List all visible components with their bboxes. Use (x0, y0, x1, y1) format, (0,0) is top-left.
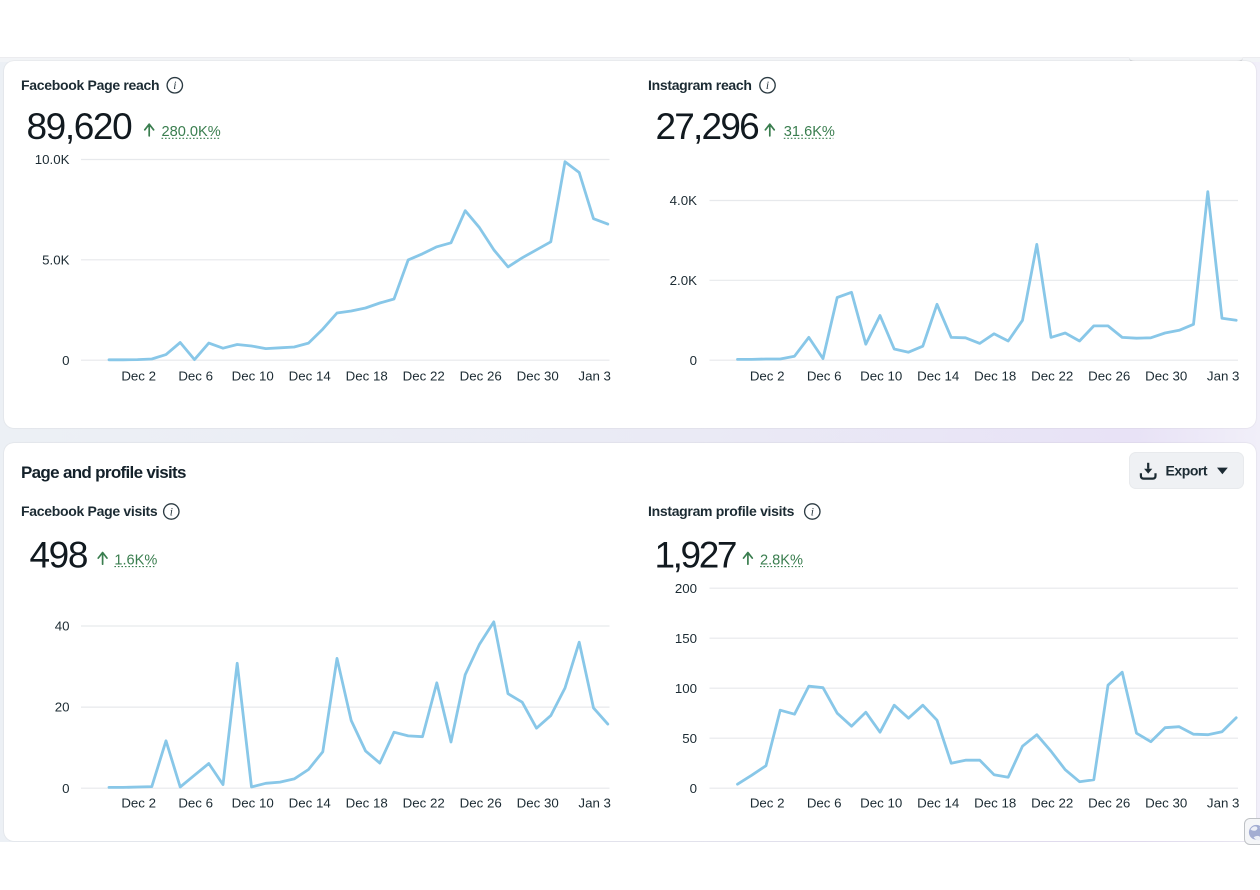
svg-text:Dec 30: Dec 30 (517, 369, 559, 384)
svg-text:Export: Export (1166, 462, 1208, 478)
svg-text:Dec 30: Dec 30 (1145, 369, 1187, 384)
svg-text:Jan 3: Jan 3 (578, 796, 611, 811)
svg-text:200: 200 (675, 581, 697, 596)
svg-text:Dec 22: Dec 22 (1031, 796, 1073, 811)
svg-text:1.6K%: 1.6K% (114, 552, 157, 568)
svg-text:Dec 14: Dec 14 (289, 369, 331, 384)
svg-text:2.8K%: 2.8K% (760, 552, 803, 568)
svg-text:Dec 18: Dec 18 (974, 796, 1016, 811)
svg-text:Dec 26: Dec 26 (1088, 796, 1130, 811)
svg-text:Dec 18: Dec 18 (974, 369, 1016, 384)
svg-text:Dec 6: Dec 6 (178, 796, 213, 811)
svg-text:0: 0 (690, 353, 697, 368)
svg-text:Facebook Page visits: Facebook Page visits (21, 503, 158, 519)
svg-text:Dec 2: Dec 2 (121, 796, 156, 811)
svg-text:Dec 2: Dec 2 (121, 369, 156, 384)
svg-text:20: 20 (55, 700, 70, 715)
svg-text:Dec 26: Dec 26 (460, 369, 502, 384)
svg-text:Dec 6: Dec 6 (178, 369, 213, 384)
svg-text:Dec 14: Dec 14 (917, 796, 959, 811)
svg-text:40: 40 (55, 619, 70, 634)
svg-text:31.6K%: 31.6K% (784, 124, 835, 140)
svg-text:0: 0 (690, 781, 697, 796)
svg-text:100: 100 (675, 681, 697, 696)
svg-text:Dec 18: Dec 18 (346, 369, 388, 384)
svg-text:Facebook Page reach: Facebook Page reach (21, 77, 159, 93)
svg-text:50: 50 (682, 731, 697, 746)
svg-text:Dec 26: Dec 26 (1088, 369, 1130, 384)
svg-text:Dec 22: Dec 22 (403, 369, 445, 384)
svg-text:150: 150 (675, 631, 697, 646)
svg-text:Dec 18: Dec 18 (346, 796, 388, 811)
svg-text:Dec 2: Dec 2 (750, 796, 785, 811)
svg-text:89,620: 89,620 (27, 106, 133, 147)
svg-text:Jan 3: Jan 3 (1207, 369, 1240, 384)
svg-text:Dec 6: Dec 6 (807, 369, 842, 384)
svg-text:Jan 3: Jan 3 (1207, 796, 1240, 811)
svg-text:Dec 14: Dec 14 (289, 796, 331, 811)
svg-text:1,927: 1,927 (655, 535, 736, 576)
svg-text:280.0K%: 280.0K% (162, 124, 221, 140)
svg-text:5.0K: 5.0K (42, 252, 69, 267)
svg-text:Dec 2: Dec 2 (750, 369, 785, 384)
svg-text:i: i (766, 80, 769, 92)
svg-text:Dec 6: Dec 6 (807, 796, 842, 811)
svg-text:Jan 3: Jan 3 (578, 369, 611, 384)
svg-text:Dec 22: Dec 22 (1031, 369, 1073, 384)
svg-text:Instagram profile visits: Instagram profile visits (648, 503, 795, 519)
svg-text:10.0K: 10.0K (35, 152, 70, 167)
svg-text:Instagram reach: Instagram reach (648, 77, 752, 93)
svg-text:i: i (811, 506, 814, 518)
svg-text:Dec 10: Dec 10 (232, 369, 274, 384)
svg-text:Page and profile visits: Page and profile visits (21, 463, 186, 482)
svg-text:Dec 22: Dec 22 (403, 796, 445, 811)
svg-text:498: 498 (30, 535, 88, 576)
svg-text:i: i (170, 506, 173, 518)
svg-text:0: 0 (62, 781, 69, 796)
svg-text:Dec 26: Dec 26 (460, 796, 502, 811)
svg-text:0: 0 (62, 353, 69, 368)
svg-text:Dec 10: Dec 10 (232, 796, 274, 811)
svg-text:4.0K: 4.0K (670, 193, 697, 208)
svg-text:Dec 10: Dec 10 (860, 369, 902, 384)
svg-text:27,296: 27,296 (656, 106, 759, 147)
svg-text:Dec 10: Dec 10 (860, 796, 902, 811)
svg-text:Dec 30: Dec 30 (1145, 796, 1187, 811)
svg-text:Dec 14: Dec 14 (917, 369, 959, 384)
svg-text:Dec 30: Dec 30 (517, 796, 559, 811)
svg-text:i: i (173, 80, 176, 92)
svg-text:2.0K: 2.0K (670, 273, 697, 288)
